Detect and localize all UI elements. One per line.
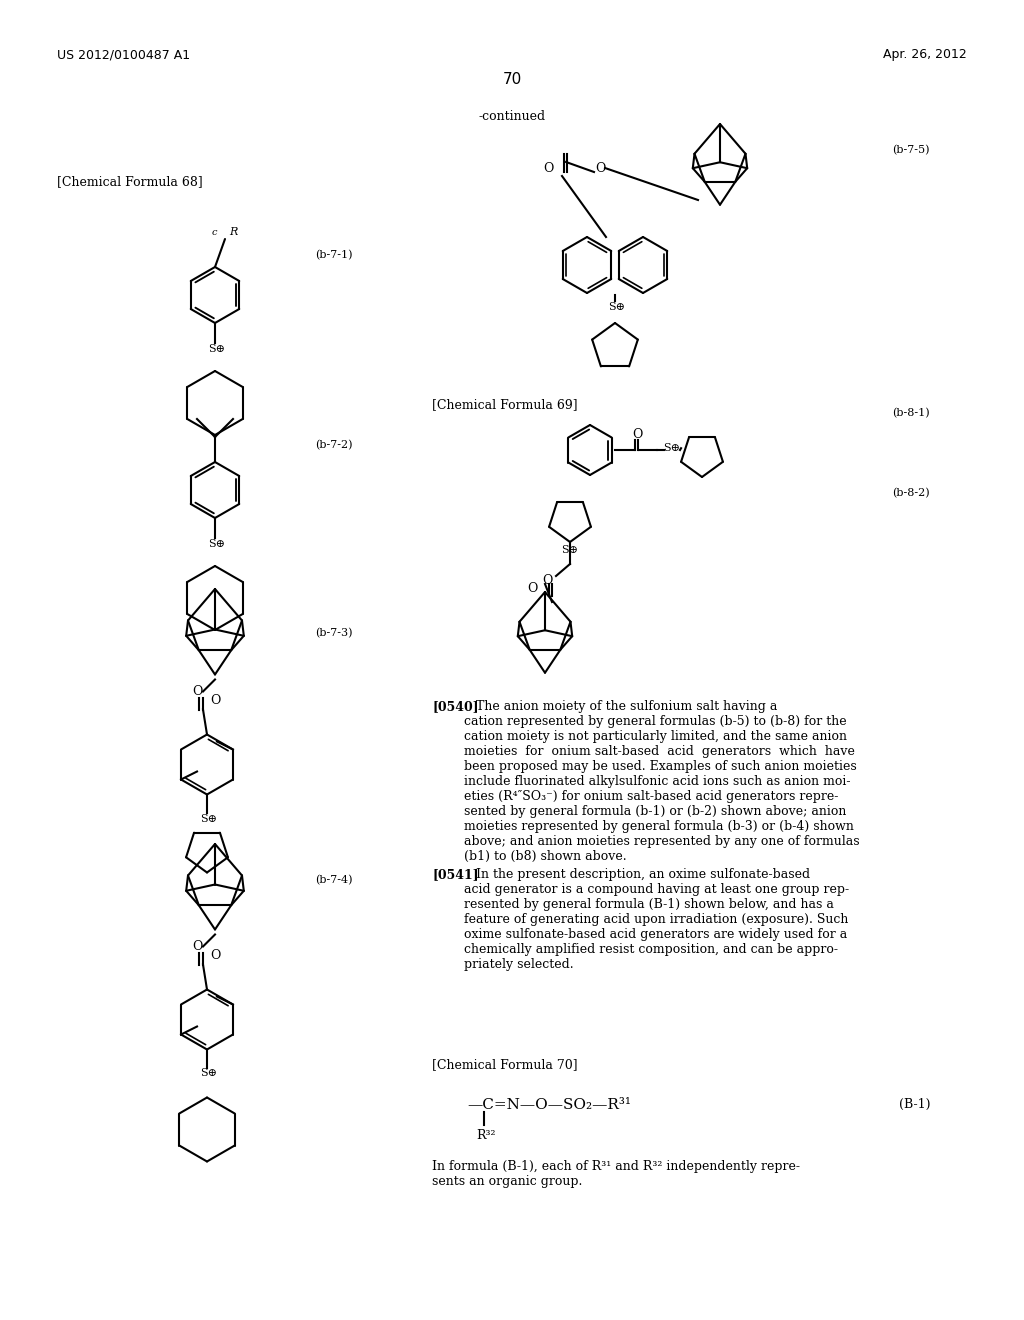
Text: O: O	[527, 582, 538, 594]
Text: [Chemical Formula 69]: [Chemical Formula 69]	[432, 399, 578, 411]
Text: S⊕: S⊕	[209, 345, 225, 354]
Text: O: O	[632, 429, 642, 441]
Text: 70: 70	[503, 73, 521, 87]
Text: [Chemical Formula 70]: [Chemical Formula 70]	[432, 1059, 578, 1071]
Text: S⊕: S⊕	[201, 1068, 217, 1078]
Text: (b-8-2): (b-8-2)	[892, 488, 930, 499]
Text: The anion moiety of the sulfonium salt having a
cation represented by general fo: The anion moiety of the sulfonium salt h…	[464, 700, 859, 863]
Text: In formula (B-1), each of R³¹ and R³² independently repre-
sents an organic grou: In formula (B-1), each of R³¹ and R³² in…	[432, 1160, 800, 1188]
Text: (b-7-3): (b-7-3)	[315, 628, 352, 639]
Text: [Chemical Formula 68]: [Chemical Formula 68]	[57, 176, 203, 187]
Text: O: O	[542, 573, 552, 586]
Text: S⊕: S⊕	[664, 444, 681, 453]
Text: (b-8-1): (b-8-1)	[892, 408, 930, 418]
Text: O: O	[210, 694, 220, 708]
Text: S⊕: S⊕	[561, 545, 579, 554]
Text: In the present description, an oxime sulfonate-based
acid generator is a compoun: In the present description, an oxime sul…	[464, 869, 849, 972]
Text: O: O	[544, 161, 554, 174]
Text: S⊕: S⊕	[201, 813, 217, 824]
Text: R³²: R³²	[476, 1129, 496, 1142]
Text: [0540]: [0540]	[432, 700, 478, 713]
Text: S⊕: S⊕	[608, 302, 626, 312]
Text: (b-7-2): (b-7-2)	[315, 440, 352, 450]
Text: —C=N—O—SO₂—R³¹: —C=N—O—SO₂—R³¹	[467, 1098, 631, 1111]
Text: -continued: -continued	[478, 110, 546, 123]
Text: Apr. 26, 2012: Apr. 26, 2012	[884, 48, 967, 61]
Text: O: O	[210, 949, 220, 962]
Text: (b-7-5): (b-7-5)	[893, 145, 930, 156]
Text: US 2012/0100487 A1: US 2012/0100487 A1	[57, 48, 190, 61]
Text: (B-1): (B-1)	[898, 1098, 930, 1111]
Text: O: O	[191, 685, 202, 698]
Text: (b-7-4): (b-7-4)	[315, 875, 352, 886]
Text: O: O	[191, 940, 202, 953]
Text: [0541]: [0541]	[432, 869, 478, 880]
Text: c: c	[212, 228, 217, 238]
Text: S⊕: S⊕	[209, 539, 225, 549]
Text: O: O	[595, 161, 605, 174]
Text: R: R	[229, 227, 238, 238]
Text: (b-7-1): (b-7-1)	[315, 249, 352, 260]
